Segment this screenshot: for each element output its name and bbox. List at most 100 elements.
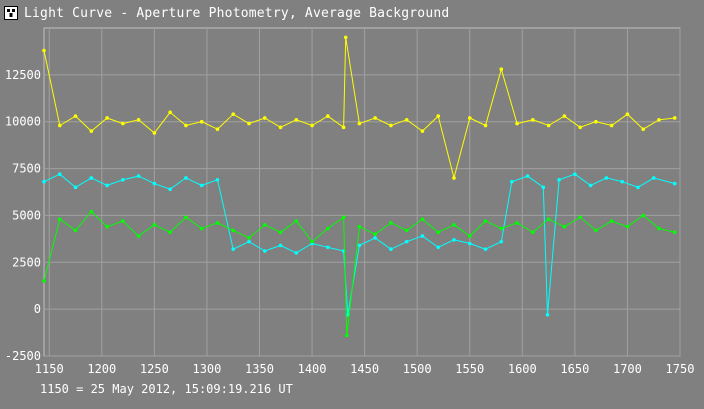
- series-1-point: [609, 123, 614, 128]
- series-1-point: [531, 118, 535, 122]
- series-3-point: [326, 226, 330, 231]
- window-title: Light Curve - Aperture Photometry, Avera…: [24, 5, 450, 21]
- series-2-point: [436, 245, 441, 250]
- x-tick-label: 1500: [403, 362, 432, 376]
- series-1-point: [121, 121, 125, 126]
- series-2-point: [278, 243, 283, 248]
- series-3-point: [357, 224, 362, 229]
- series-3-point: [452, 223, 456, 227]
- series-2-point: [588, 183, 593, 188]
- series-2-point: [541, 185, 546, 190]
- series-2-point: [620, 179, 624, 184]
- series-1-point: [215, 127, 220, 132]
- series-1-point: [436, 114, 441, 118]
- plot-frame: [43, 27, 681, 357]
- series-3-point: [42, 279, 46, 283]
- series-1-point: [247, 121, 251, 126]
- series-2-point: [499, 239, 504, 244]
- series-2-point: [326, 245, 330, 250]
- series-3-point: [578, 215, 582, 220]
- app-icon: [4, 6, 18, 20]
- series-2-point: [672, 181, 677, 186]
- series-2-point: [525, 174, 530, 178]
- series-line-1: [43, 37, 675, 180]
- series-3-point: [278, 230, 283, 235]
- series-3-point: [420, 217, 425, 221]
- series-1-point: [420, 129, 425, 133]
- series-2-point: [604, 176, 609, 180]
- series-2-point: [262, 249, 267, 253]
- series-3-point: [199, 226, 204, 231]
- series-1-point: [467, 116, 472, 120]
- series-line-3: [43, 210, 675, 336]
- series-2-point: [294, 251, 299, 255]
- x-tick-label: 1200: [87, 362, 116, 376]
- series-3-point: [341, 215, 346, 220]
- series-3-point: [625, 224, 630, 229]
- series-2-point: [89, 176, 94, 180]
- series-3-point: [344, 333, 349, 338]
- series-3-point: [373, 232, 377, 236]
- series-3-point: [262, 223, 267, 227]
- series-1-point: [73, 114, 78, 118]
- y-tick-label: 12500: [5, 68, 41, 82]
- series-1-point: [389, 123, 393, 128]
- series-3-point: [231, 228, 236, 233]
- series-2-point: [231, 247, 236, 251]
- series-3-point: [247, 236, 251, 240]
- x-tick-label: 1450: [350, 362, 379, 376]
- series-3-point: [467, 234, 472, 238]
- y-tick-label: -2500: [5, 349, 41, 363]
- series-2-point: [389, 247, 393, 251]
- series-1-point: [483, 123, 488, 128]
- series-2-point: [42, 179, 46, 184]
- series-2-point: [136, 174, 141, 178]
- series-3-point: [294, 219, 299, 223]
- series-3-point: [531, 230, 535, 235]
- series-2-point: [373, 236, 377, 240]
- series-3-point: [657, 226, 661, 231]
- series-3-point: [389, 221, 393, 225]
- series-2-point: [215, 178, 220, 182]
- series-1-point: [199, 119, 204, 124]
- series-3-point: [609, 219, 614, 223]
- series-3-point: [168, 230, 172, 235]
- series-1-point: [404, 118, 409, 122]
- series-3-point: [499, 226, 504, 231]
- series-1-point: [42, 48, 46, 53]
- x-tick-label: 1350: [245, 362, 274, 376]
- series-1-point: [562, 114, 567, 118]
- series-1-point: [278, 125, 283, 130]
- y-tick-label: 7500: [12, 162, 41, 176]
- series-1-point: [657, 118, 661, 122]
- series-3-point: [672, 230, 677, 235]
- x-tick-label: 1550: [455, 362, 484, 376]
- series-3-point: [546, 217, 551, 221]
- series-2-point: [184, 176, 188, 180]
- series-3-point: [641, 213, 646, 218]
- x-tick-label: 1750: [666, 362, 695, 376]
- series-2-point: [152, 181, 157, 186]
- title-bar: Light Curve - Aperture Photometry, Avera…: [0, 0, 704, 26]
- series-1-point: [136, 118, 141, 122]
- series-2-point: [121, 178, 125, 182]
- series-2-point: [247, 239, 251, 244]
- series-3-point: [136, 234, 141, 238]
- y-tick-label: 10000: [5, 115, 41, 129]
- series-3-point: [594, 228, 598, 233]
- series-3-point: [105, 224, 109, 229]
- series-1-point: [625, 112, 630, 117]
- series-3-point: [562, 224, 567, 229]
- x-tick-label: 1150: [35, 362, 64, 376]
- series-3-point: [483, 219, 488, 223]
- series-1-point: [326, 114, 330, 118]
- series-1-point: [57, 123, 62, 128]
- series-3-point: [121, 219, 125, 223]
- series-1-point: [184, 123, 188, 128]
- x-tick-label: 1650: [560, 362, 589, 376]
- series-1-point: [310, 123, 314, 128]
- time-reference-label: 1150 = 25 May 2012, 15:09:19.216 UT: [40, 382, 293, 396]
- series-2-point: [105, 183, 109, 188]
- series-2-point: [168, 187, 172, 191]
- series-1-point: [546, 123, 551, 128]
